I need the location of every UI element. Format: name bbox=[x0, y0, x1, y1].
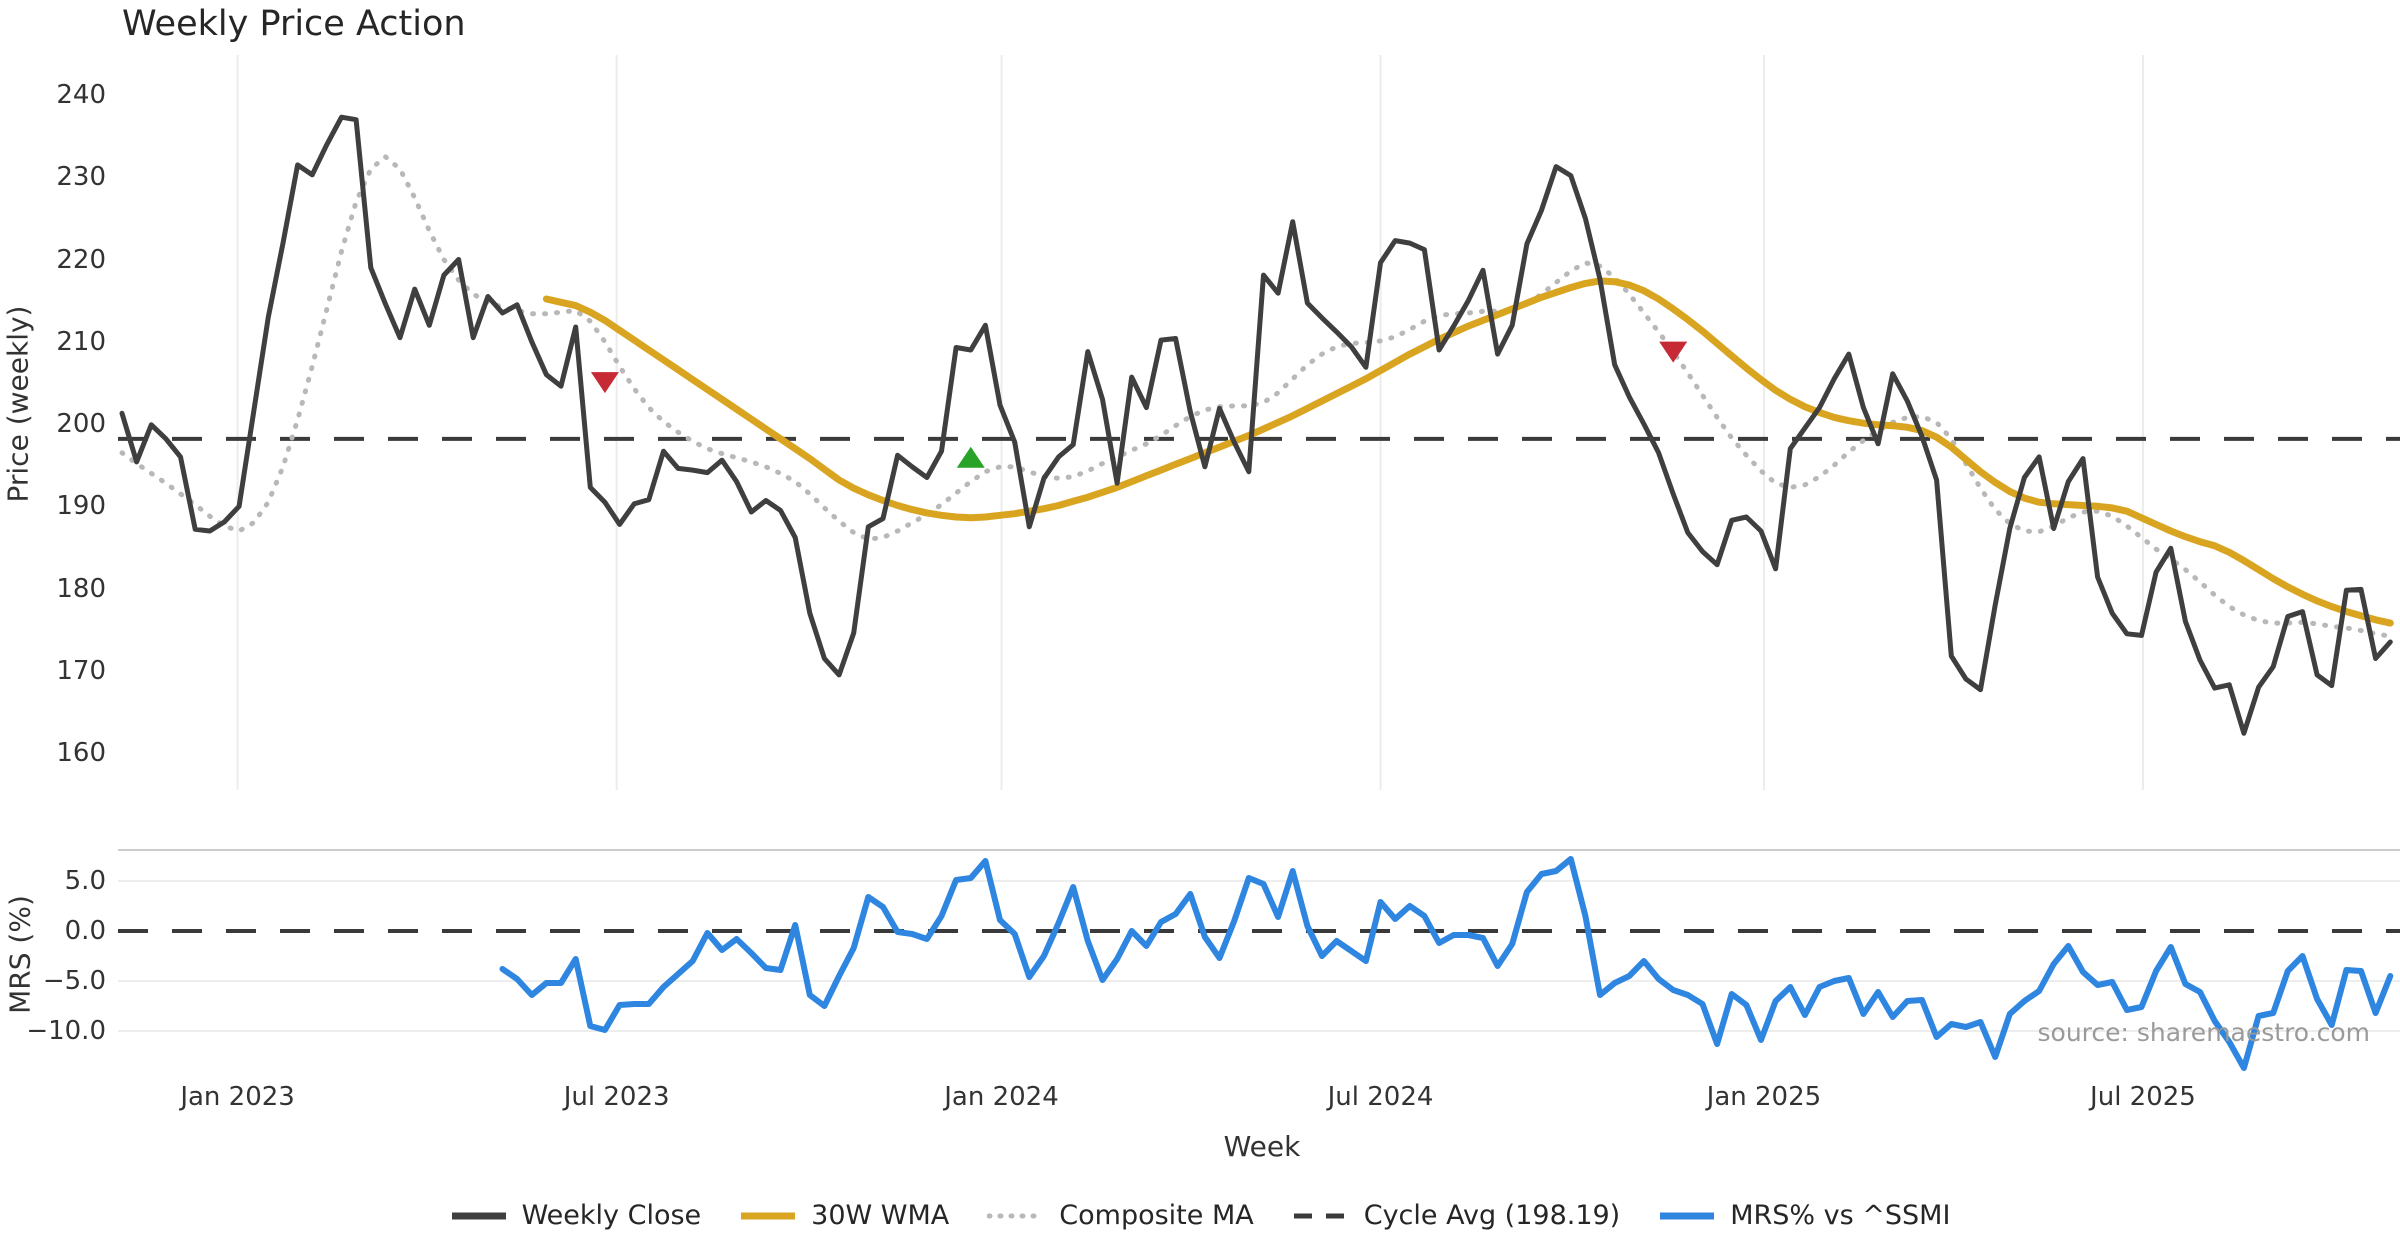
chart-title: Weekly Price Action bbox=[122, 4, 466, 44]
legend-item: Weekly Close bbox=[450, 1200, 702, 1231]
buy-marker bbox=[956, 446, 985, 468]
legend-item: MRS% vs ^SSMI bbox=[1658, 1200, 1950, 1231]
x-tick-label: Jul 2024 bbox=[1327, 1082, 1434, 1112]
x-tick-label: Jan 2025 bbox=[1706, 1082, 1822, 1112]
price-tick-label: 160 bbox=[56, 738, 106, 769]
mrs-tick-label: 5.0 bbox=[64, 866, 106, 896]
price-tick-label: 190 bbox=[56, 491, 106, 522]
wma-line bbox=[542, 277, 2394, 627]
mrs-tick-label: −5.0 bbox=[42, 966, 106, 996]
x-axis-title: Week bbox=[1223, 1130, 1301, 1163]
sell-marker bbox=[1659, 341, 1688, 363]
legend-label: Weekly Close bbox=[521, 1200, 702, 1231]
legend-swatch-dotted bbox=[987, 1213, 1046, 1218]
mrs-axis-label: MRS (%) bbox=[3, 895, 37, 1014]
price-tick-label: 170 bbox=[56, 655, 106, 686]
legend-item: 30W WMA bbox=[739, 1200, 949, 1231]
x-tick-label: Jan 2024 bbox=[944, 1082, 1059, 1112]
legend-swatch-solid bbox=[1660, 1212, 1715, 1219]
mrs-line bbox=[499, 856, 2394, 1071]
x-tick-label: Jul 2023 bbox=[563, 1082, 670, 1112]
sell-marker bbox=[590, 372, 619, 394]
mrs-tick-label: 0.0 bbox=[64, 916, 106, 946]
x-tick-label: Jan 2023 bbox=[180, 1082, 295, 1112]
legend-swatch-solid bbox=[451, 1212, 506, 1219]
price-tick-label: 200 bbox=[56, 409, 106, 440]
price-tick-label: 240 bbox=[56, 80, 106, 110]
legend: Weekly Close 30W WMA Composite MA Cycle Avg… bbox=[0, 1200, 2400, 1231]
price-tick-label: 220 bbox=[56, 244, 106, 275]
price-tick-label: 180 bbox=[56, 573, 106, 604]
legend-item: Composite MA bbox=[987, 1200, 1254, 1231]
x-tick-label: Jul 2025 bbox=[2090, 1082, 2196, 1112]
price-tick-label: 230 bbox=[56, 162, 106, 193]
legend-label: 30W WMA bbox=[811, 1200, 950, 1231]
legend-swatch-dashed bbox=[1293, 1213, 1348, 1218]
weekly-close-line bbox=[119, 114, 2393, 736]
legend-label: MRS% vs ^SSMI bbox=[1730, 1200, 1951, 1231]
legend-label: Composite MA bbox=[1059, 1200, 1254, 1231]
legend-label: Cycle Avg (198.19) bbox=[1363, 1200, 1621, 1231]
legend-item: Cycle Avg (198.19) bbox=[1292, 1200, 1621, 1231]
source-credit: source: sharemaestro.com bbox=[2037, 1018, 2371, 1047]
legend-swatch-solid bbox=[741, 1212, 796, 1219]
price-tick-label: 210 bbox=[56, 326, 106, 357]
mrs-tick-label: −10.0 bbox=[26, 1016, 106, 1046]
